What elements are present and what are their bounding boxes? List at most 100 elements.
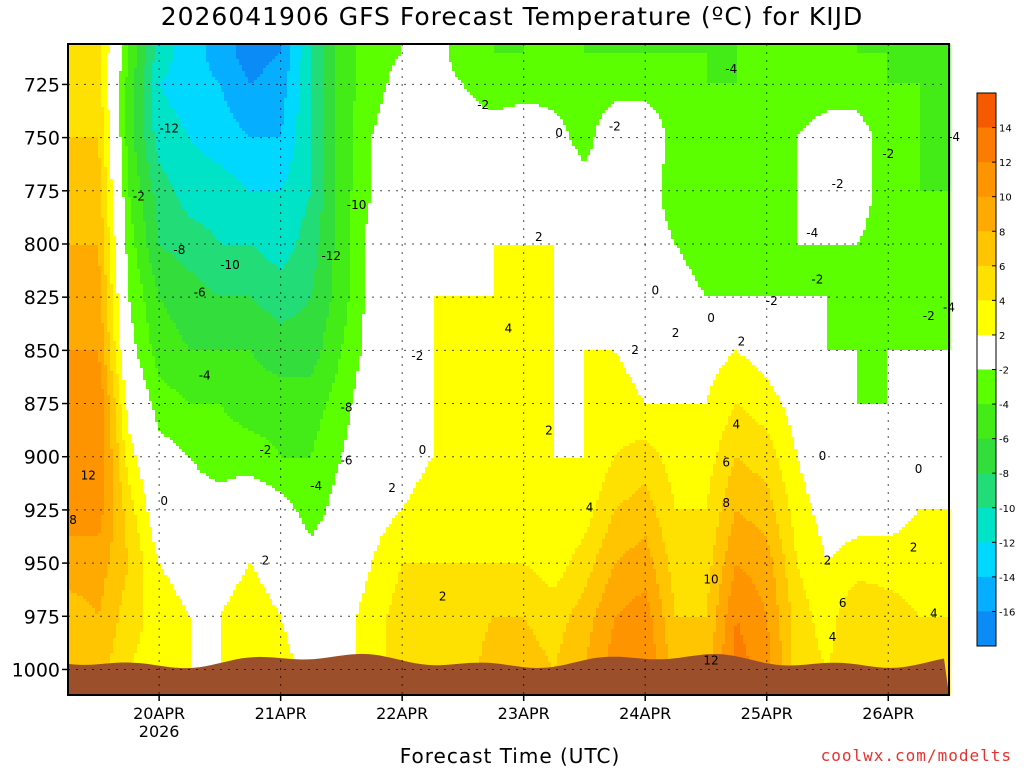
temperature-cell <box>161 50 165 54</box>
temperature-cell <box>755 47 759 51</box>
temperature-cell <box>674 47 678 51</box>
temperature-cell <box>218 50 222 54</box>
temperature-cell <box>179 50 183 54</box>
temperature-cell <box>320 47 324 51</box>
temperature-cell <box>422 47 426 51</box>
temperature-cell <box>749 47 753 51</box>
temperature-cell <box>719 47 723 51</box>
temperature-cell <box>308 47 312 51</box>
temperature-cell <box>761 47 765 51</box>
temperature-cell <box>140 50 144 54</box>
temperature-cell <box>662 47 666 51</box>
temperature-cell <box>137 50 141 54</box>
temperature-cell <box>896 47 900 51</box>
temperature-cell <box>710 47 714 51</box>
temperature-cell <box>80 50 84 54</box>
temperature-cell <box>257 50 261 54</box>
temperature-cell <box>224 50 228 54</box>
temperature-cell <box>152 50 156 54</box>
temperature-cell <box>287 50 291 54</box>
temperature-cell <box>470 47 474 51</box>
temperature-cell <box>284 47 288 51</box>
temperature-cell <box>266 50 270 54</box>
temperature-cell <box>608 47 612 51</box>
temperature-cell <box>329 50 333 54</box>
temperature-cell <box>245 50 249 54</box>
temperature-cell <box>689 47 693 51</box>
temperature-cell <box>182 50 186 54</box>
temperature-cell <box>779 47 783 51</box>
temperature-cell <box>632 47 636 51</box>
temperature-cell <box>89 47 93 51</box>
temperature-cell <box>116 50 120 54</box>
temperature-cell <box>149 47 153 51</box>
temperature-cell <box>881 47 885 51</box>
temperature-cell <box>158 47 162 51</box>
temperature-cell <box>581 47 585 51</box>
temperature-cell <box>875 47 879 51</box>
temperature-cell <box>302 47 306 51</box>
temperature-cell <box>776 47 780 51</box>
temperature-cell <box>713 47 717 51</box>
temperature-cell <box>323 50 327 54</box>
temperature-cell <box>98 50 102 54</box>
temperature-cell <box>659 47 663 51</box>
temperature-cell <box>83 47 87 51</box>
temperature-cell <box>140 47 144 51</box>
temperature-cell <box>383 47 387 51</box>
temperature-cell <box>653 47 657 51</box>
temperature-cell <box>125 50 129 54</box>
temperature-cell <box>242 50 246 54</box>
temperature-cell <box>266 47 270 51</box>
temperature-cell <box>152 47 156 51</box>
temperature-cell <box>77 50 81 54</box>
temperature-cell <box>167 47 171 51</box>
temperature-cell <box>416 47 420 51</box>
temperature-cell <box>230 50 234 54</box>
temperature-cell <box>71 50 75 54</box>
temperature-cell <box>248 50 252 54</box>
temperature-cell <box>170 47 174 51</box>
temperature-cell <box>101 50 105 54</box>
temperature-cell <box>305 50 309 54</box>
temperature-cell <box>269 47 273 51</box>
temperature-cell <box>563 47 567 51</box>
temperature-cell <box>344 50 348 54</box>
temperature-cell <box>173 50 177 54</box>
temperature-cell <box>305 47 309 51</box>
temperature-cell <box>920 47 924 51</box>
temperature-cell <box>500 47 504 51</box>
temperature-cell <box>143 47 147 51</box>
temperature-cell <box>884 47 888 51</box>
temperature-cell <box>98 47 102 51</box>
temperature-cell <box>602 47 606 51</box>
temperature-cell <box>794 47 798 51</box>
temperature-cell <box>86 47 90 51</box>
temperature-cell <box>320 50 324 54</box>
temperature-cell <box>86 50 90 54</box>
temperature-cell <box>503 47 507 51</box>
temperature-cell <box>299 50 303 54</box>
temperature-cell <box>269 50 273 54</box>
temperature-cell <box>176 47 180 51</box>
temperature-cell <box>254 50 258 54</box>
temperature-cell <box>938 47 942 51</box>
temperature-cell <box>575 47 579 51</box>
temperature-cell <box>113 50 117 54</box>
temperature-cell <box>692 47 696 51</box>
temperature-cell <box>380 47 384 51</box>
temperature-cell <box>554 47 558 51</box>
temperature-cell <box>797 47 801 51</box>
temperature-cell <box>77 47 81 51</box>
temperature-cell <box>413 47 417 51</box>
temperature-cell <box>494 47 498 51</box>
temperature-cell <box>539 47 543 51</box>
temperature-cell <box>191 50 195 54</box>
temperature-cell <box>257 47 261 51</box>
temperature-cell <box>350 50 354 54</box>
temperature-cell <box>593 47 597 51</box>
temperature-cell <box>818 47 822 51</box>
temperature-cell <box>788 47 792 51</box>
temperature-cell <box>485 47 489 51</box>
temperature-cell <box>110 50 114 54</box>
